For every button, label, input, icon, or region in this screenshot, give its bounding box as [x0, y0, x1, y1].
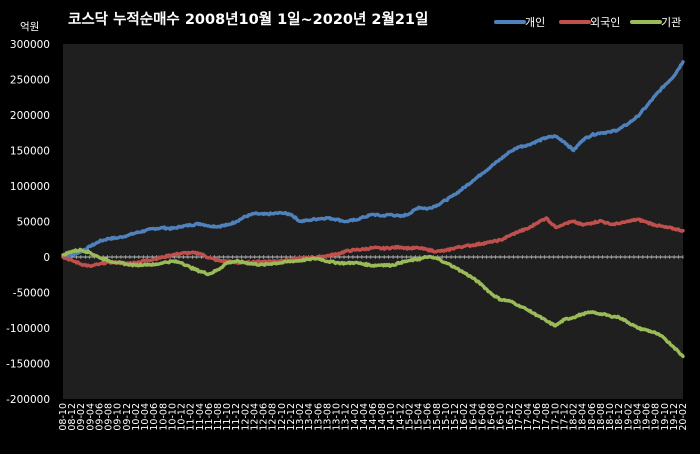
series-line-2 [61, 247, 685, 359]
x-tick-label: 10-12 [177, 403, 188, 431]
x-tick-label: 19-06 [642, 403, 653, 431]
x-tick-label: 13-04 [304, 403, 315, 431]
x-tick-label: 15-12 [450, 403, 461, 431]
y-tick-label: 300000 [10, 39, 50, 51]
x-tick-label: 09-02 [76, 403, 87, 431]
x-tick-label: 17-02 [514, 403, 525, 431]
x-tick-label: 14-02 [350, 403, 361, 431]
x-axis: 08-1008-1209-0209-0409-0609-0809-1009-12… [58, 255, 689, 431]
legend-label-0: 개인 [525, 16, 545, 29]
x-tick-label: 08-12 [67, 403, 78, 431]
y-axis-unit-label: 억원 [20, 21, 39, 33]
x-tick-label: 19-10 [660, 403, 671, 431]
x-tick-label: 11-10 [222, 403, 233, 431]
x-tick-label: 13-08 [322, 403, 333, 431]
x-tick-label: 17-08 [541, 403, 552, 431]
x-tick-label: 14-06 [368, 403, 379, 431]
x-tick-label: 12-04 [249, 403, 260, 431]
x-tick-label: 15-02 [404, 403, 415, 431]
y-tick-label: 100000 [10, 181, 50, 193]
y-axis: 300000 250000 200000 150000 100000 50000 0 -500… [6, 39, 50, 406]
x-tick-label: 17-10 [550, 403, 561, 431]
y-tick-label: 200000 [10, 110, 50, 122]
x-tick-label: 16-12 [505, 403, 516, 431]
chart-title: 코스닥 누적순매수 2008년10월 1일~2020년 2월21일 [68, 10, 428, 28]
x-tick-label: 09-12 [122, 403, 133, 431]
plot-area [63, 44, 683, 399]
x-tick-label: 19-04 [632, 403, 643, 431]
x-tick-label: 12-10 [277, 403, 288, 431]
x-tick-label: 11-08 [213, 403, 224, 431]
x-tick-label: 11-04 [195, 403, 206, 431]
x-tick-label: 18-12 [614, 403, 625, 431]
x-tick-label: 17-06 [532, 403, 543, 431]
x-tick-label: 11-12 [231, 403, 242, 431]
x-tick-label: 14-10 [386, 403, 397, 431]
x-tick-label: 11-06 [204, 403, 215, 431]
x-tick-label: 10-06 [149, 403, 160, 431]
y-tick-label: -100000 [6, 323, 50, 335]
x-tick-label: 13-02 [295, 403, 306, 431]
x-tick-label: 12-06 [259, 403, 270, 431]
x-tick-label: 14-12 [395, 403, 406, 431]
y-tick-label: -50000 [13, 288, 50, 300]
x-tick-label: 14-04 [359, 403, 370, 431]
x-tick-label: 13-12 [341, 403, 352, 431]
legend-label-2: 기관 [661, 16, 681, 29]
x-tick-label: 12-08 [268, 403, 279, 431]
x-tick-label: 18-04 [578, 403, 589, 431]
x-tick-label: 19-08 [651, 403, 662, 431]
legend-label-1: 외국인 [590, 16, 620, 29]
x-tick-label: 13-10 [332, 403, 343, 431]
x-tick-label: 15-08 [432, 403, 443, 431]
y-tick-label: 50000 [17, 217, 50, 229]
x-tick-label: 17-04 [523, 403, 534, 431]
x-tick-label: 18-02 [569, 403, 580, 431]
x-tick-label: 16-02 [459, 403, 470, 431]
x-tick-label: 10-02 [131, 403, 142, 431]
x-tick-label: 19-12 [669, 403, 680, 431]
y-tick-label: 150000 [10, 146, 50, 158]
x-tick-label: 09-08 [104, 403, 115, 431]
x-tick-label: 16-10 [496, 403, 507, 431]
x-tick-label: 10-10 [167, 403, 178, 431]
x-tick-label: 16-08 [487, 403, 498, 431]
series-line-0 [61, 60, 685, 259]
x-tick-label: 09-06 [94, 403, 105, 431]
x-tick-label: 10-08 [158, 403, 169, 431]
x-tick-label: 09-10 [113, 403, 124, 431]
x-tick-label: 20-02 [678, 403, 689, 431]
y-tick-label: 0 [43, 252, 50, 264]
x-tick-label: 17-12 [559, 403, 570, 431]
x-tick-label: 14-08 [377, 403, 388, 431]
x-tick-label: 18-06 [587, 403, 598, 431]
x-tick-label: 09-04 [85, 403, 96, 431]
x-tick-label: 15-10 [441, 403, 452, 431]
x-tick-label: 12-02 [240, 403, 251, 431]
x-tick-label: 16-06 [477, 403, 488, 431]
y-tick-label: 250000 [10, 75, 50, 87]
x-tick-label: 16-04 [468, 403, 479, 431]
x-tick-label: 18-08 [596, 403, 607, 431]
x-tick-label: 10-04 [140, 403, 151, 431]
x-tick-label: 18-10 [605, 403, 616, 431]
x-tick-label: 19-02 [623, 403, 634, 431]
x-tick-label: 12-12 [286, 403, 297, 431]
series-line-1 [61, 216, 685, 268]
y-tick-label: -200000 [6, 394, 50, 406]
x-tick-label: 15-06 [423, 403, 434, 431]
y-tick-label: -150000 [6, 359, 50, 371]
x-tick-label: 11-02 [186, 403, 197, 431]
x-tick-label: 15-04 [414, 403, 425, 431]
x-tick-label: 08-10 [58, 403, 69, 431]
x-tick-label: 13-06 [313, 403, 324, 431]
legend: 개인 외국인 기관 [494, 16, 681, 29]
series-lines [61, 60, 685, 359]
